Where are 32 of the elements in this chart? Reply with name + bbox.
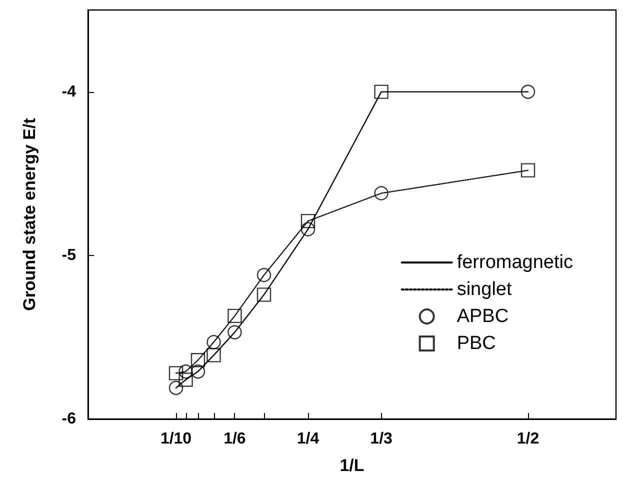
x-axis-title: 1/L [340, 456, 364, 475]
point [190, 364, 206, 379]
point [168, 366, 184, 380]
legend-label: ferromagnetic [456, 252, 574, 273]
y-tick-label: -5 [62, 246, 76, 264]
point [178, 364, 193, 379]
point [520, 84, 536, 99]
point [520, 163, 536, 178]
point [374, 186, 388, 200]
point [178, 372, 193, 387]
x-tick-label: 1/3 [370, 430, 393, 448]
legend-label: PBC [456, 333, 496, 354]
legend-label: singlet [456, 279, 512, 300]
x-tick-label: 1/10 [160, 430, 192, 448]
point [168, 380, 184, 396]
point [256, 288, 272, 302]
point [300, 222, 316, 236]
point [256, 268, 272, 282]
point [374, 84, 388, 99]
x-tick-label: 1/2 [516, 430, 540, 448]
point [228, 325, 242, 340]
y-tick-label: -6 [62, 410, 76, 428]
point [228, 308, 242, 324]
y-tick-label: -4 [62, 83, 76, 100]
point [300, 214, 316, 228]
point [206, 348, 221, 362]
point [206, 335, 221, 350]
legend-label: APBC [456, 306, 509, 327]
x-tick-label: 1/6 [224, 430, 246, 448]
x-tick-label: 1/4 [296, 430, 320, 448]
point [190, 353, 206, 368]
y-axis-title: Ground state energy E/t [20, 118, 39, 311]
